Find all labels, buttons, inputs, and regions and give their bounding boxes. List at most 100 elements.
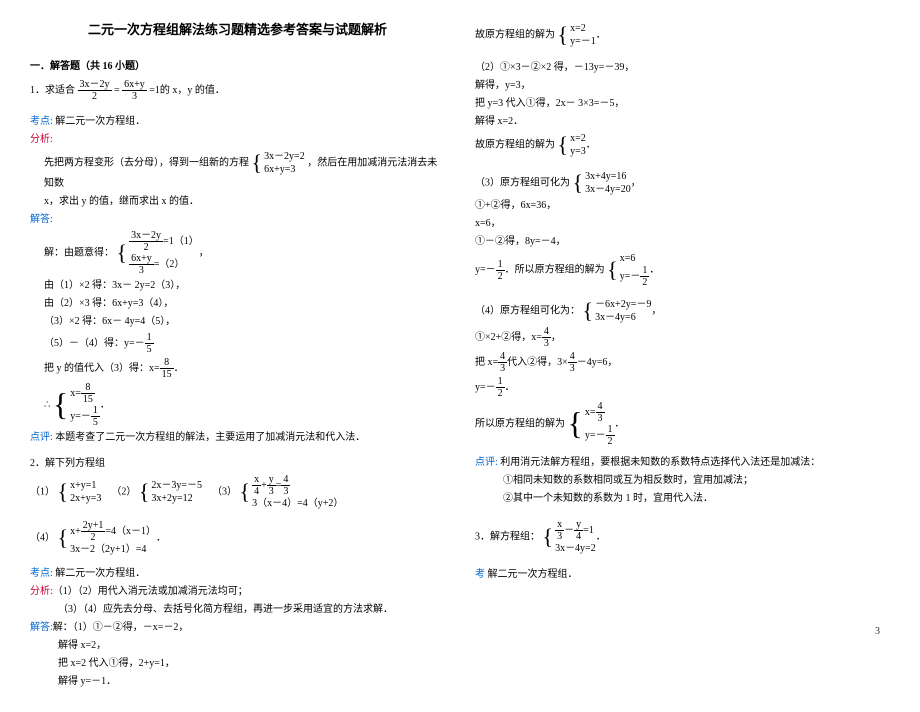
dp3: ②其中一个未知数的系数为 1 时，宜用代入法． bbox=[503, 491, 890, 507]
q2-jc: 把 x=2 代入①得，2+y=1， bbox=[58, 656, 445, 672]
fenxi-c: x，求出 y 的值，继而求出 x 的值． bbox=[44, 194, 445, 210]
r1a: x=2 bbox=[570, 22, 596, 35]
q2-fenxi: 分析:（1）（2）用代入消元法或加减消元法均可； bbox=[30, 584, 445, 600]
r2-result: 故原方程组的解为 { x=2 y=3 ． bbox=[475, 132, 890, 158]
brace-icon: { bbox=[543, 528, 554, 546]
q2-p4-label: （4） bbox=[30, 532, 55, 543]
brace-icon: { bbox=[117, 244, 128, 262]
dianping-row: 点评: 本题考查了二元一次方程组的解法，主要运用了加减消元法和代入法． bbox=[30, 430, 445, 446]
r3s4: y=－12．所以原方程组的解为 { x=6 y=－12 ． bbox=[475, 252, 890, 288]
q2-p2-label: （2） bbox=[111, 486, 136, 497]
brace-icon: { bbox=[558, 26, 569, 44]
r3ra: x=6 bbox=[620, 252, 650, 265]
brace-result: { x=815 y=－15 bbox=[53, 382, 100, 428]
brace-icon: { bbox=[252, 154, 263, 172]
q1-intro: 1．求适合 bbox=[30, 85, 75, 96]
eq-mid: = bbox=[114, 85, 120, 96]
q1-prompt: 1．求适合 3x－2y 2 = 6x+y 3 =1的 x，y 的值． bbox=[30, 79, 445, 102]
jieda-intro: 解：由题意得： { 3x－2y2=1（1） 6x+y3=（2） ， bbox=[44, 230, 445, 276]
frac-rhs: 6x+y 3 bbox=[122, 79, 147, 102]
q2p2b: 3x+2y=12 bbox=[151, 492, 202, 505]
r3bb: 3x－4y=20 bbox=[585, 183, 631, 196]
r3s3: ①－②得，8y=－4， bbox=[475, 234, 890, 250]
brace-icon: { bbox=[558, 136, 569, 154]
brace-icon: { bbox=[58, 529, 69, 547]
fenxi-a: 先把两方程变形（去分母），得到一组新的方程 bbox=[44, 157, 249, 168]
r4-result: 所以原方程组的解为 { x=43 y=－12 ． bbox=[475, 401, 890, 447]
r3s2: x=6， bbox=[475, 216, 890, 232]
label-dianping: 点评: bbox=[475, 457, 498, 468]
kaodian-row: 考点: 解二元一次方程组． bbox=[30, 114, 445, 130]
r4s3: y=－12． bbox=[475, 376, 890, 399]
brace-icon: { bbox=[573, 174, 584, 192]
r3-intro: （3）原方程组可化为 { 3x+4y=16 3x－4y=20 ， bbox=[475, 170, 890, 196]
r2b: 解得，y=3， bbox=[475, 78, 890, 94]
q2p1b: 2x+y=3 bbox=[70, 492, 101, 505]
q2-p1-label: （1） bbox=[30, 486, 55, 497]
step-line: 由（1）×2 得：3x－ 2y=2（3）， bbox=[44, 278, 445, 294]
q2-jieda: 解答:解：（1）①－②得，－x=－2， bbox=[30, 620, 445, 636]
q2-title: 2．解下列方程组 bbox=[30, 456, 445, 472]
section-heading: 一．解答题（共 16 小题） bbox=[30, 59, 445, 75]
label-fenxi: 分析: bbox=[30, 134, 53, 145]
label-jieda: 解答: bbox=[30, 622, 53, 633]
r2ra: x=2 bbox=[570, 132, 586, 145]
q3a: x3－y4=1 bbox=[555, 519, 596, 542]
step5-a: 把 y 的值代入（3）得：x= bbox=[44, 363, 160, 374]
res-row-b: y=－15 bbox=[70, 405, 100, 428]
brace-icon: { bbox=[240, 483, 251, 501]
q3-kao: 考 解二元一次方程组． bbox=[475, 567, 890, 583]
brace-new-system: { 3x－2y=2 6x+y=3 bbox=[252, 150, 305, 176]
r4s1: ①×2+②得，x=43， bbox=[475, 326, 890, 349]
right-column: 故原方程组的解为 { x=2 y=－1 ． （2）①×3－②×2 得，－13y=… bbox=[475, 20, 890, 692]
step-line: 把 y 的值代入（3）得：x=815． bbox=[44, 357, 445, 380]
r2a: （2）①×3－②×2 得，－13y=－39， bbox=[475, 60, 890, 76]
brace-icon: { bbox=[139, 483, 150, 501]
q2-parts: （1） { x+y=1 2x+y=3 （2） { 2x－3y=－5 3x+2y=… bbox=[30, 474, 445, 556]
page-number: 3 bbox=[875, 624, 880, 640]
label-dianping: 点评: bbox=[30, 432, 53, 443]
label-kaodian: 考点: bbox=[30, 568, 53, 579]
q3b: 3x－4y=2 bbox=[555, 542, 596, 555]
r2c: 把 y=3 代入①得，2x－ 3×3=－5， bbox=[475, 96, 890, 112]
q2p4a: x+2y+12=4（x－1） bbox=[70, 520, 156, 543]
step-line: （5）－（4）得：y=－15 bbox=[44, 332, 445, 355]
r3rb: y=－12 bbox=[620, 265, 650, 288]
r4-intro: （4）原方程组可化为： { －6x+2y=－9 3x－4y=6 ， bbox=[475, 298, 890, 324]
brace-row: 6x+y=3 bbox=[264, 163, 305, 176]
frac-lhs: 3x－2y 2 bbox=[78, 79, 112, 102]
jieda-row: 解答: bbox=[30, 212, 445, 228]
brace-row: 3x－2y=2 bbox=[264, 150, 305, 163]
fenxi-row: 分析: bbox=[30, 132, 445, 148]
r4ra: x=43 bbox=[585, 401, 615, 424]
brace-given: { 3x－2y2=1（1） 6x+y3=（2） bbox=[117, 230, 199, 276]
res-row-a: x=815 bbox=[70, 382, 100, 405]
brace-icon: { bbox=[607, 261, 618, 279]
label-jieda: 解答: bbox=[30, 214, 53, 225]
label-kaodian: 考点: bbox=[30, 116, 53, 127]
brace-icon: { bbox=[53, 392, 68, 418]
q2-jd: 解得 y=－1． bbox=[58, 674, 445, 690]
r4s2: 把 x=43代入②得，3×43－4y=6， bbox=[475, 351, 890, 374]
r2d: 解得 x=2． bbox=[475, 114, 890, 130]
dianping-text: 本题考查了二元一次方程组的解法，主要运用了加减消元法和代入法． bbox=[53, 432, 366, 443]
brace-row-a: 3x－2y2=1（1） bbox=[129, 230, 199, 253]
jd-intro: 解：由题意得： bbox=[44, 247, 114, 258]
r1-result: 故原方程组的解为 { x=2 y=－1 ． bbox=[475, 22, 890, 48]
step4-a: （5）－（4）得：y=－ bbox=[44, 338, 145, 349]
q2p3b: 3（x－4）=4（y+2） bbox=[252, 497, 343, 510]
q2p1a: x+y=1 bbox=[70, 479, 101, 492]
r3ba: 3x+4y=16 bbox=[585, 170, 631, 183]
q2p3a: x4+y3=43 bbox=[252, 474, 343, 497]
brace-row-b: 6x+y3=（2） bbox=[129, 253, 199, 276]
kaodian-text: 解二元一次方程组． bbox=[53, 116, 146, 127]
r4bb: 3x－4y=6 bbox=[595, 311, 651, 324]
step-line: （3）×2 得：6x－ 4y=4（5）， bbox=[44, 314, 445, 330]
q2-jb: 解得 x=2， bbox=[58, 638, 445, 654]
left-column: 二元一次方程组解法练习题精选参考答案与试题解析 一．解答题（共 16 小题） 1… bbox=[30, 20, 445, 692]
q2-fenxi-b: （3）（4）应先去分母、去括号化简方程组，再进一步采用适宜的方法求解． bbox=[58, 602, 445, 618]
dp2: ①相同未知数的系数相同或互为相反数时，宜用加减法； bbox=[503, 473, 890, 489]
r3s1: ①+②得，6x=36， bbox=[475, 198, 890, 214]
r4ba: －6x+2y=－9 bbox=[595, 298, 651, 311]
q2-p3-label: （3） bbox=[212, 486, 237, 497]
